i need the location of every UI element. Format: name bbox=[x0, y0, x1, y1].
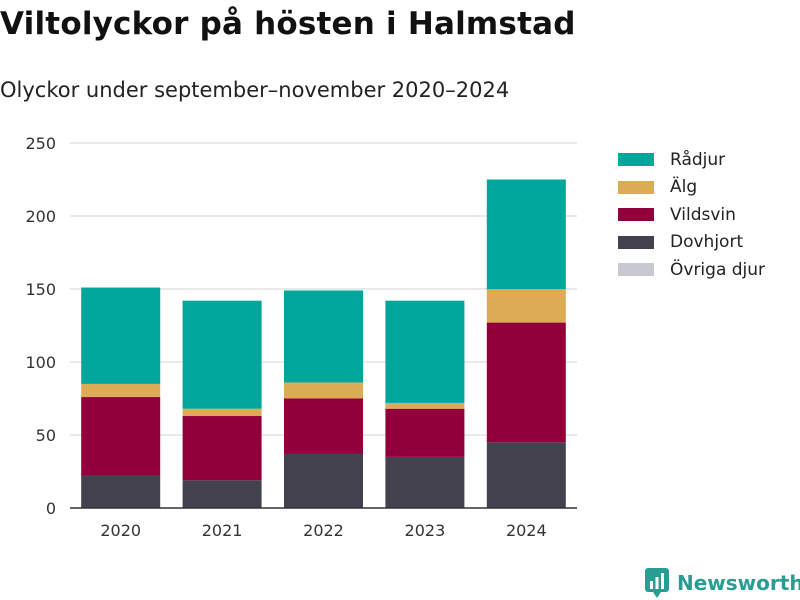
y-tick-label: 150 bbox=[25, 280, 56, 299]
bar-segment-rådjur bbox=[284, 290, 363, 383]
y-tick-label: 250 bbox=[25, 134, 56, 153]
legend-label: Vildsvin bbox=[670, 204, 736, 225]
brand-name: Newsworthy bbox=[677, 571, 800, 595]
bar-segment-älg bbox=[486, 289, 566, 323]
legend-item: Övriga djur bbox=[618, 256, 765, 284]
legend-swatch bbox=[618, 235, 654, 249]
legend-label: Övriga djur bbox=[670, 259, 766, 280]
chart-subtitle: Olyckor under september–november 2020–20… bbox=[0, 78, 510, 102]
newsworthy-logo-icon bbox=[645, 568, 669, 598]
bar-segment-älg bbox=[81, 383, 161, 398]
legend: Rådjur Älg Vildsvin Dovhjort Övriga djur bbox=[618, 146, 765, 284]
x-tick-label: 2021 bbox=[202, 521, 243, 540]
bar-segment-vildsvin bbox=[486, 322, 566, 443]
legend-label: Rådjur bbox=[670, 149, 726, 170]
legend-swatch bbox=[618, 208, 654, 222]
y-tick-label: 0 bbox=[46, 499, 56, 518]
bar-segment-älg bbox=[284, 382, 363, 399]
bar-segment-rådjur bbox=[81, 287, 161, 384]
bar-segment-dovhjort bbox=[486, 442, 566, 508]
x-tick-label: 2024 bbox=[506, 521, 547, 540]
legend-label: Dovhjort bbox=[670, 232, 744, 253]
y-tick-label: 200 bbox=[25, 207, 56, 226]
bar-segment-rådjur bbox=[182, 300, 262, 409]
bar-segment-rådjur bbox=[486, 179, 566, 289]
bar-segment-rådjur bbox=[385, 300, 465, 403]
bar-segment-dovhjort bbox=[81, 475, 161, 508]
legend-swatch bbox=[618, 180, 654, 194]
bar-segment-dovhjort bbox=[284, 453, 363, 508]
bar-segment-vildsvin bbox=[81, 397, 161, 476]
bar-segment-vildsvin bbox=[385, 408, 465, 457]
legend-item: Älg bbox=[618, 174, 765, 202]
y-tick-label: 50 bbox=[36, 426, 56, 445]
x-tick-label: 2020 bbox=[100, 521, 141, 540]
legend-item: Dovhjort bbox=[618, 229, 765, 257]
x-tick-label: 2023 bbox=[405, 521, 446, 540]
bar-segment-vildsvin bbox=[284, 398, 363, 454]
bar-segment-älg bbox=[182, 408, 262, 417]
bar-segment-vildsvin bbox=[182, 416, 262, 481]
bar-segment-dovhjort bbox=[385, 456, 465, 508]
chart-title: Viltolyckor på hösten i Halmstad bbox=[0, 6, 576, 42]
bar-segment-dovhjort bbox=[182, 480, 262, 508]
legend-swatch bbox=[618, 153, 654, 167]
x-tick-label: 2022 bbox=[303, 521, 344, 540]
legend-item: Rådjur bbox=[618, 146, 765, 174]
bar-segment-älg bbox=[385, 402, 465, 409]
legend-swatch bbox=[618, 263, 654, 277]
legend-item: Vildsvin bbox=[618, 201, 765, 229]
y-tick-label: 100 bbox=[25, 353, 56, 372]
legend-label: Älg bbox=[670, 177, 698, 198]
brand: Newsworthy bbox=[645, 568, 800, 598]
